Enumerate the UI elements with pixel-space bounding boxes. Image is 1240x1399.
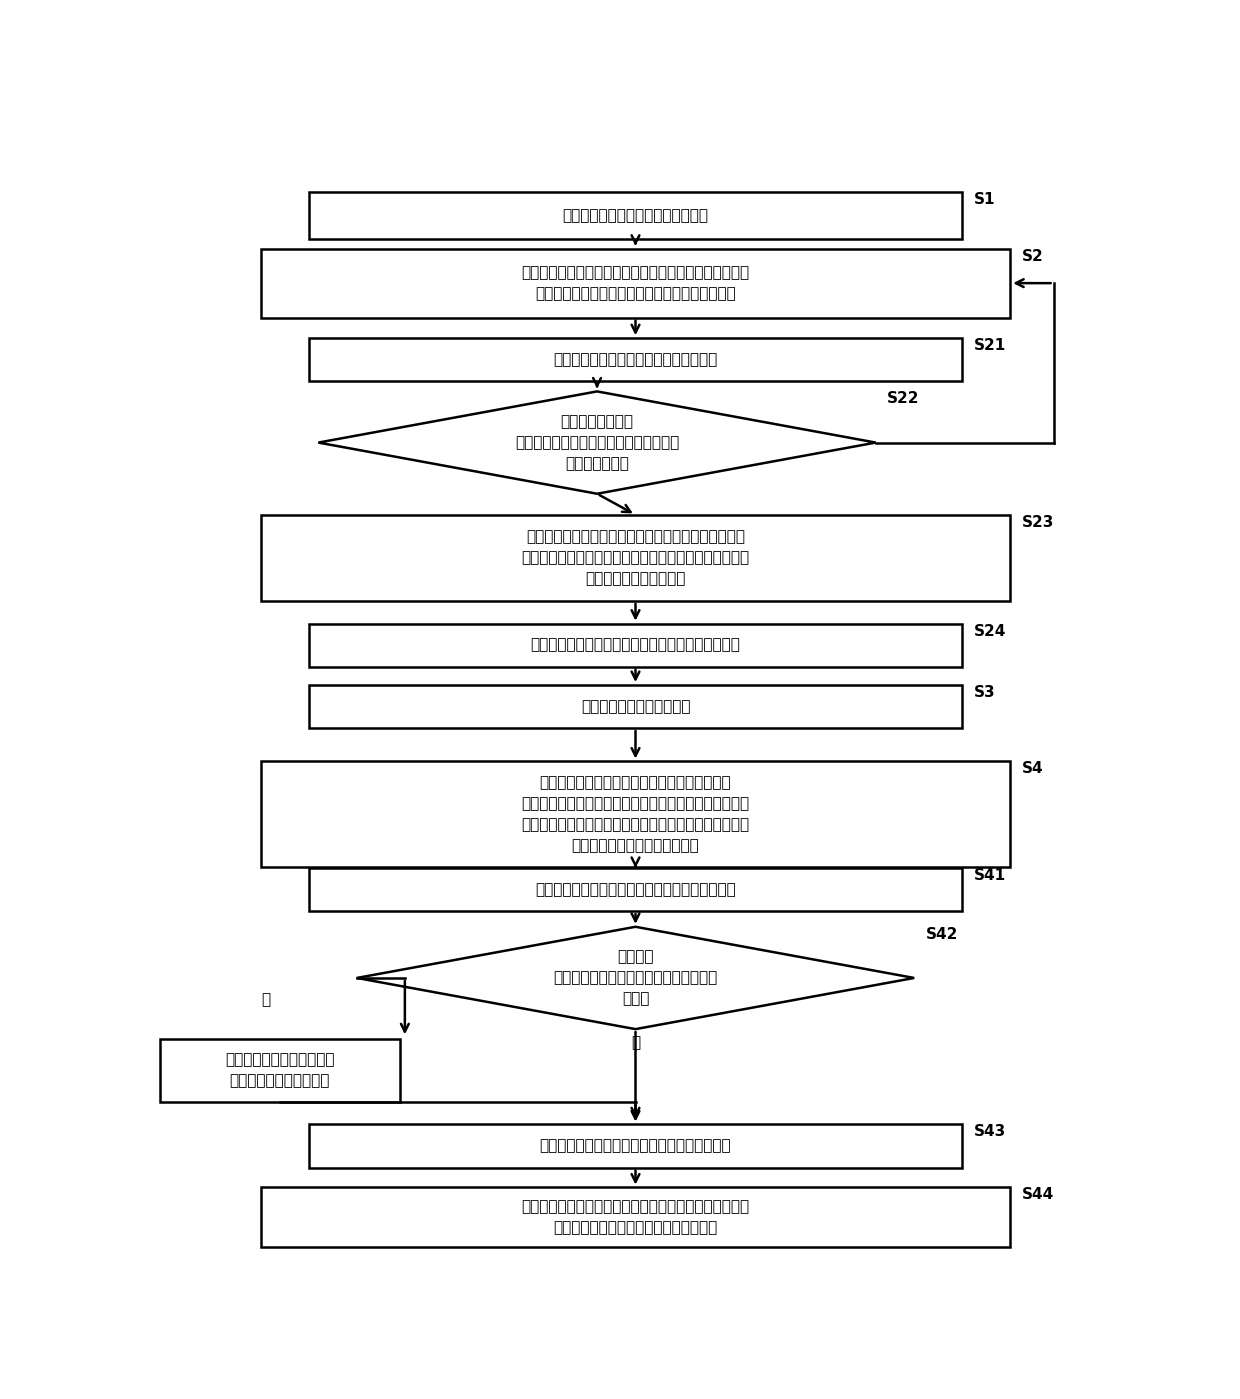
Text: 生成自动化测试案例库及测试数据库: 生成自动化测试案例库及测试数据库 xyxy=(563,208,708,222)
FancyBboxPatch shape xyxy=(309,686,962,727)
Text: S21: S21 xyxy=(973,339,1006,353)
FancyBboxPatch shape xyxy=(260,1188,1011,1247)
Text: S3: S3 xyxy=(973,686,996,700)
Text: 通过云管平台执行测试脚本: 通过云管平台执行测试脚本 xyxy=(580,700,691,713)
Text: 测试脚本通过测试工具读取测试用例库中测试用例: 测试脚本通过测试工具读取测试用例库中测试用例 xyxy=(536,883,735,897)
Text: 根据测试用例的配置条件从
测试数据库获取测试数据: 根据测试用例的配置条件从 测试数据库获取测试数据 xyxy=(226,1052,335,1088)
Text: S43: S43 xyxy=(973,1125,1006,1139)
Text: 云管平台通过测试脚本自动发送模拟报文对相应版本的待
测试软件进行回归测试，并验证测试结果: 云管平台通过测试脚本自动发送模拟报文对相应版本的待 测试软件进行回归测试，并验证… xyxy=(522,1199,749,1235)
Text: S1: S1 xyxy=(973,192,996,207)
Text: 测试脚本通过测试工具读取测试用例库中测试用
例，并根据测试用例获取测试数据，然后将测试数据写入
模拟报文，再自动发送模拟报文对相应版本的待测试软件
进行回归测试: 测试脚本通过测试工具读取测试用例库中测试用 例，并根据测试用例获取测试数据，然后… xyxy=(522,775,749,853)
FancyBboxPatch shape xyxy=(309,339,962,381)
FancyBboxPatch shape xyxy=(160,1039,401,1102)
Text: S22: S22 xyxy=(888,392,920,406)
Text: 通过运管平台获取相应版本的待测试软件: 通过运管平台获取相应版本的待测试软件 xyxy=(553,353,718,367)
FancyBboxPatch shape xyxy=(309,192,962,239)
Text: 云管平台
通过测试脚本判断测试用例中是否含有测
试数据: 云管平台 通过测试脚本判断测试用例中是否含有测 试数据 xyxy=(553,950,718,1006)
Text: 云管平台通过测试脚本将测试数据写入模拟报文: 云管平台通过测试脚本将测试数据写入模拟报文 xyxy=(539,1139,732,1154)
Text: 是: 是 xyxy=(631,1035,640,1051)
FancyBboxPatch shape xyxy=(309,624,962,667)
Polygon shape xyxy=(319,392,875,494)
Text: S24: S24 xyxy=(973,624,1006,638)
Text: 获取软件开发人员及软件测试人员对测试数据的修正: 获取软件开发人员及软件测试人员对测试数据的修正 xyxy=(531,638,740,652)
FancyBboxPatch shape xyxy=(309,867,962,911)
Text: S23: S23 xyxy=(1022,515,1054,530)
Text: 判断软件开发人员
及测试人员是否对自动化测试案例库及测
试数据库的修正: 判断软件开发人员 及测试人员是否对自动化测试案例库及测 试数据库的修正 xyxy=(515,414,680,471)
Text: S44: S44 xyxy=(1022,1188,1054,1203)
Text: S4: S4 xyxy=(1022,761,1043,776)
Text: S2: S2 xyxy=(1022,249,1044,263)
FancyBboxPatch shape xyxy=(260,761,1011,867)
Text: 否: 否 xyxy=(260,992,270,1007)
FancyBboxPatch shape xyxy=(260,249,1011,318)
Text: S42: S42 xyxy=(926,926,959,942)
Text: 获取软件开发人员对自动测试案例库中的测试案例的修
正，获取软件测试人员根据软件开发人员修正后测试案例
进行的功能测试案例变更: 获取软件开发人员对自动测试案例库中的测试案例的修 正，获取软件测试人员根据软件开… xyxy=(522,529,749,586)
Text: S41: S41 xyxy=(973,867,1006,883)
FancyBboxPatch shape xyxy=(309,1125,962,1168)
Polygon shape xyxy=(357,926,914,1030)
Text: 通过云管平台获取待测试软件版本及软件开发人员及软件
测试人员对自动化测试案例库及测试数据库的修正: 通过云管平台获取待测试软件版本及软件开发人员及软件 测试人员对自动化测试案例库及… xyxy=(522,266,749,301)
FancyBboxPatch shape xyxy=(260,515,1011,602)
